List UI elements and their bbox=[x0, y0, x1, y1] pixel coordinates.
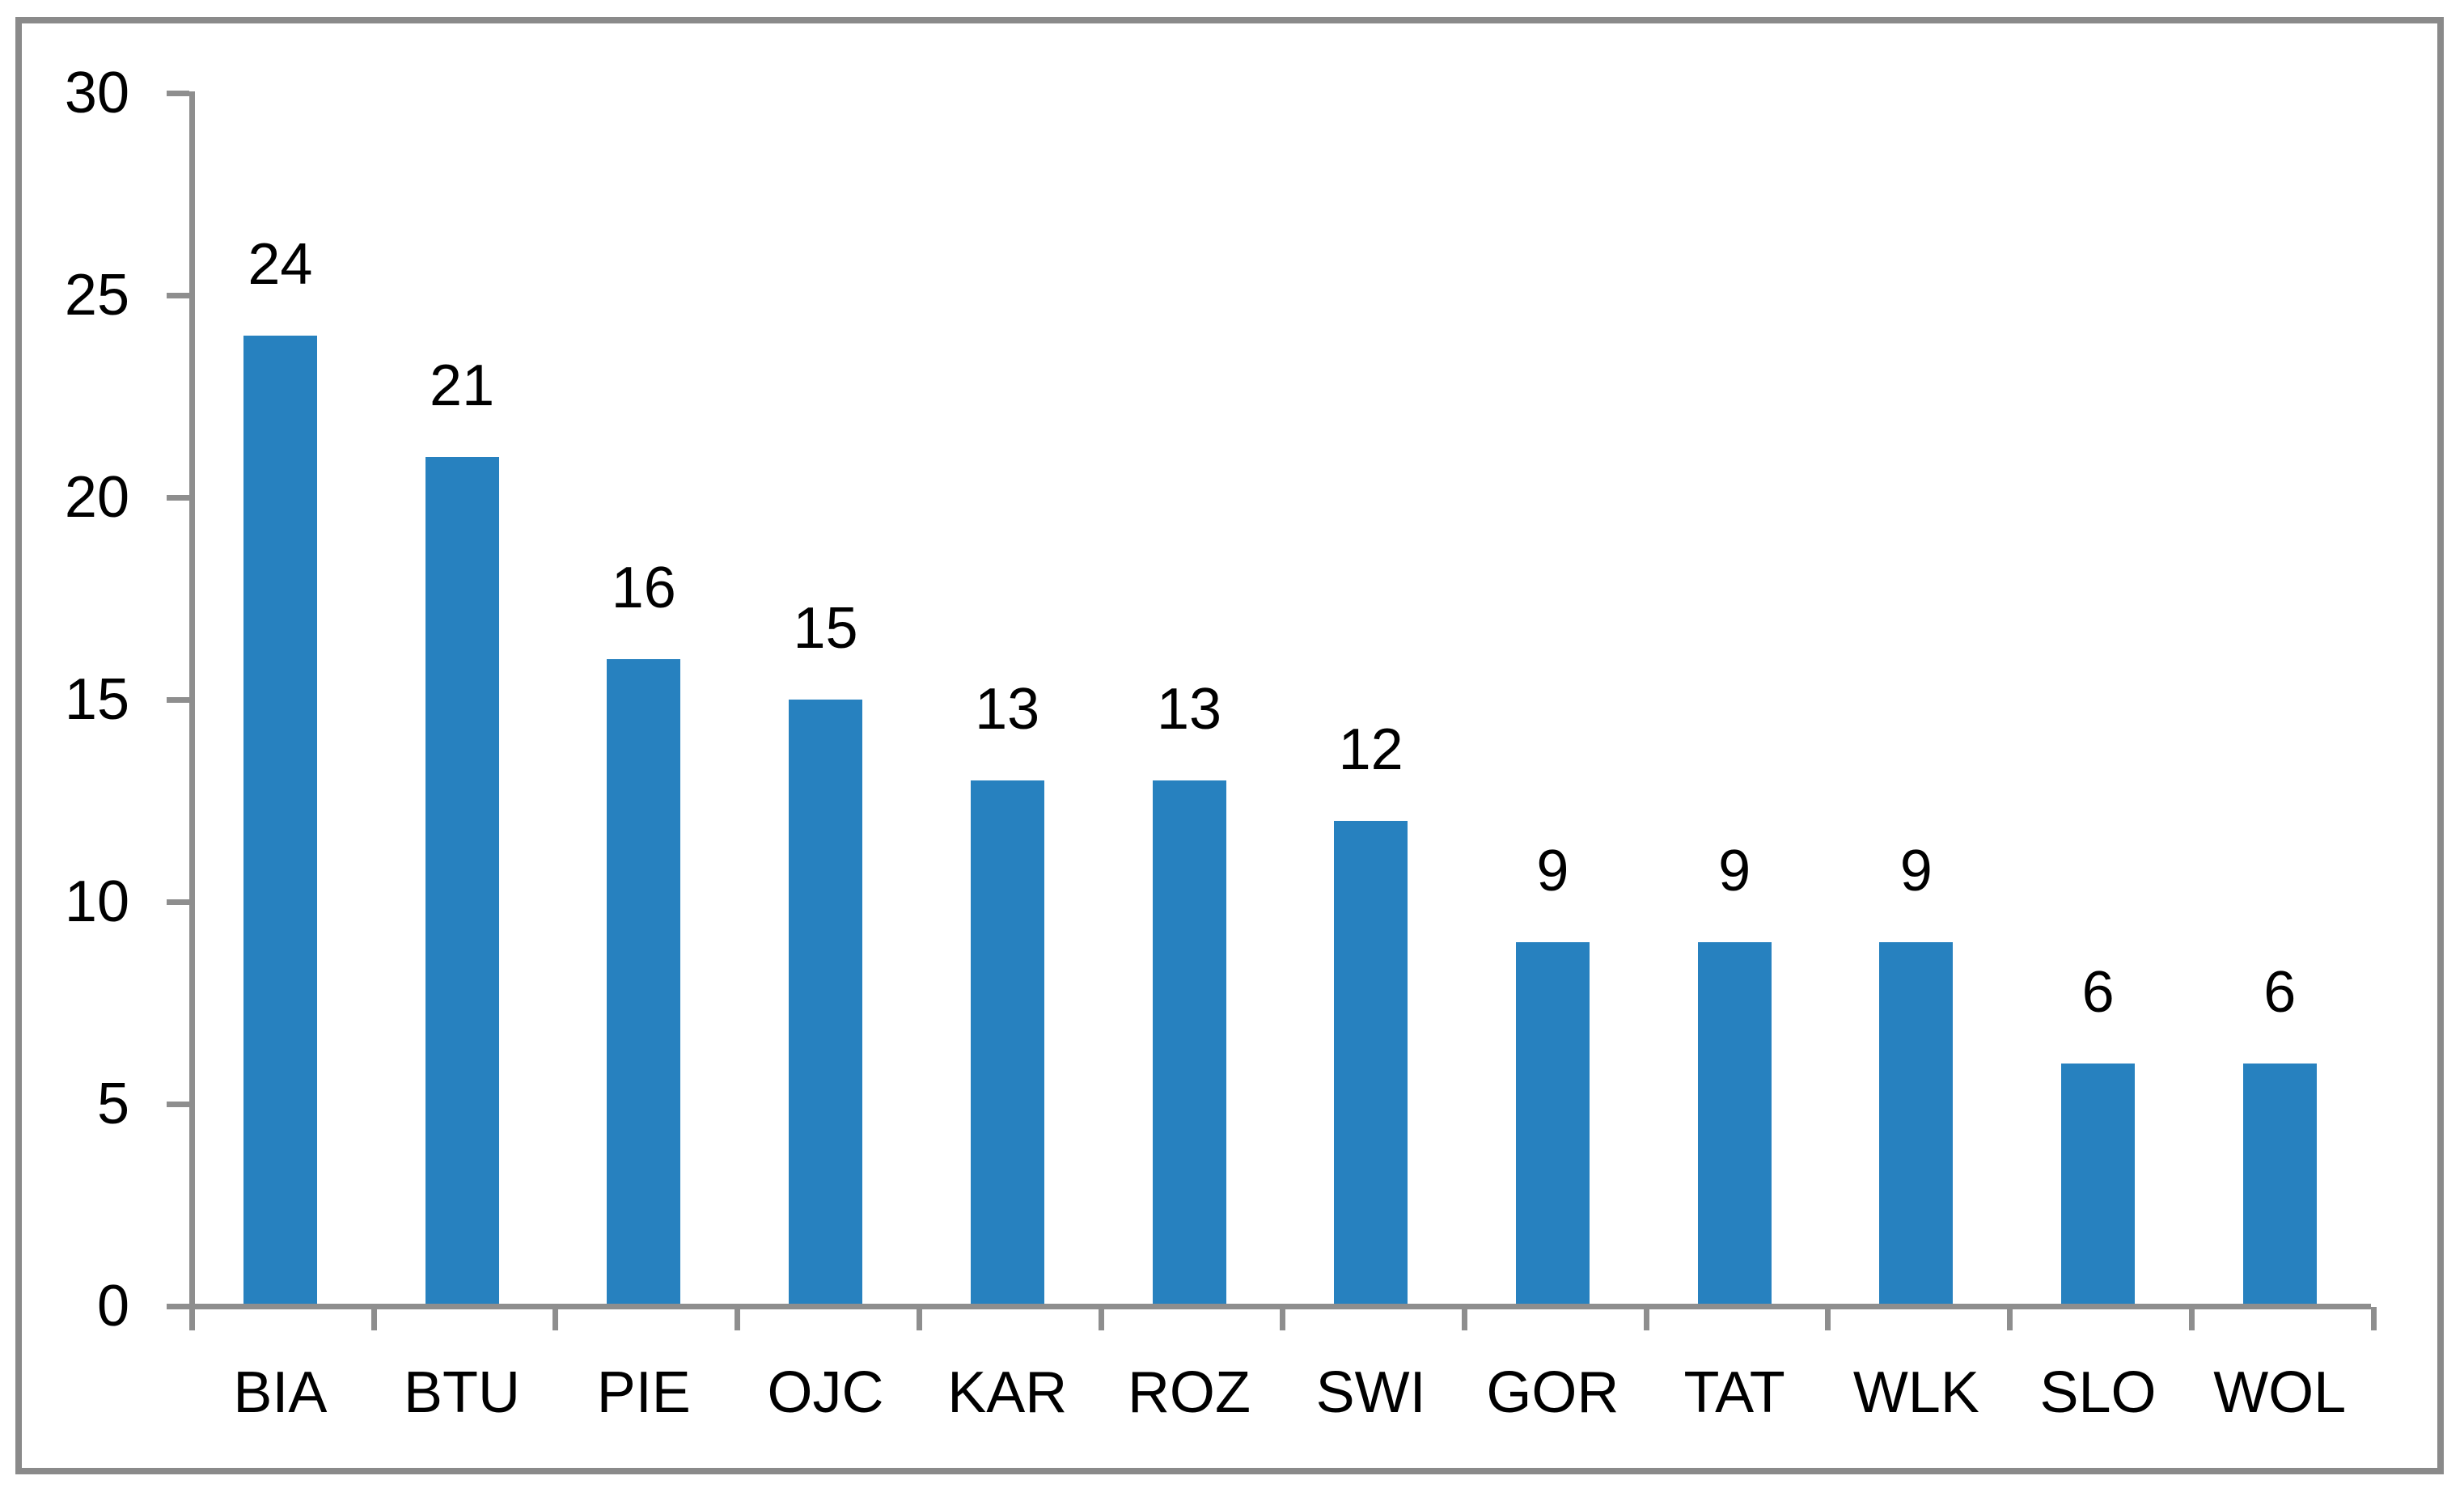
bar bbox=[1334, 821, 1408, 1304]
x-axis-line bbox=[189, 1304, 2371, 1309]
y-tick-label: 25 bbox=[64, 263, 129, 328]
bar bbox=[243, 336, 317, 1304]
y-tick-mark bbox=[167, 899, 189, 905]
bar-value-label: 24 bbox=[248, 232, 313, 297]
bar-value-label: 9 bbox=[1718, 839, 1751, 903]
y-tick-label: 15 bbox=[64, 667, 129, 732]
bar-value-label: 16 bbox=[611, 556, 676, 620]
x-category-label: ROZ bbox=[1127, 1360, 1251, 1425]
x-tick-mark bbox=[2007, 1307, 2013, 1330]
x-category-label: BIA bbox=[233, 1360, 328, 1425]
x-tick-mark bbox=[735, 1307, 741, 1330]
bar-value-label: 12 bbox=[1338, 717, 1403, 782]
bar bbox=[2242, 1064, 2317, 1304]
y-axis-line bbox=[189, 91, 195, 1309]
y-tick-label: 10 bbox=[64, 869, 129, 934]
x-tick-mark bbox=[1825, 1307, 1831, 1330]
x-category-label: SLO bbox=[2039, 1360, 2157, 1425]
y-tick-mark bbox=[167, 1304, 189, 1309]
bar-value-label: 21 bbox=[430, 353, 495, 418]
x-tick-mark bbox=[1643, 1307, 1649, 1330]
bar-value-label: 15 bbox=[793, 596, 858, 661]
x-category-label: TAT bbox=[1683, 1360, 1785, 1425]
bar-value-label: 9 bbox=[1536, 839, 1569, 903]
x-tick-mark bbox=[2188, 1307, 2195, 1330]
bar bbox=[2061, 1064, 2136, 1304]
bar bbox=[1515, 942, 1590, 1304]
x-tick-mark bbox=[1098, 1307, 1104, 1330]
bar-value-label: 9 bbox=[1899, 839, 1933, 903]
bar bbox=[789, 700, 862, 1304]
y-tick-mark bbox=[167, 495, 189, 501]
y-tick-mark bbox=[167, 293, 189, 298]
y-tick-mark bbox=[167, 1102, 189, 1107]
y-tick-mark bbox=[167, 91, 189, 96]
y-tick-label: 30 bbox=[64, 61, 129, 125]
chart-border-frame bbox=[15, 17, 2444, 1474]
x-category-label: BTU bbox=[404, 1360, 521, 1425]
bar-value-label: 6 bbox=[2081, 960, 2115, 1025]
x-category-label: WLK bbox=[1852, 1360, 1979, 1425]
y-tick-mark bbox=[167, 697, 189, 703]
x-tick-mark bbox=[1280, 1307, 1286, 1330]
x-category-label: KAR bbox=[947, 1360, 1068, 1425]
x-category-label: GOR bbox=[1486, 1360, 1619, 1425]
bar-value-label: 13 bbox=[1156, 677, 1222, 742]
bar bbox=[1152, 780, 1226, 1304]
x-category-label: WOL bbox=[2213, 1360, 2347, 1425]
bar bbox=[1697, 942, 1772, 1304]
bar bbox=[1879, 942, 1954, 1304]
x-tick-mark bbox=[552, 1307, 559, 1330]
y-tick-label: 0 bbox=[96, 1274, 129, 1338]
x-tick-mark bbox=[1462, 1307, 1468, 1330]
y-tick-label: 5 bbox=[96, 1072, 129, 1136]
bar-value-label: 13 bbox=[975, 677, 1040, 742]
x-tick-mark bbox=[189, 1307, 195, 1330]
x-tick-mark bbox=[2370, 1307, 2377, 1330]
y-tick-label: 20 bbox=[64, 465, 129, 530]
bar bbox=[970, 780, 1044, 1304]
bar bbox=[425, 457, 499, 1304]
x-tick-mark bbox=[370, 1307, 377, 1330]
x-category-label: OJC bbox=[767, 1360, 884, 1425]
bar bbox=[607, 659, 681, 1304]
x-category-label: SWI bbox=[1315, 1360, 1426, 1425]
x-category-label: PIE bbox=[596, 1360, 691, 1425]
bar-value-label: 6 bbox=[2263, 960, 2297, 1025]
x-tick-mark bbox=[916, 1307, 922, 1330]
